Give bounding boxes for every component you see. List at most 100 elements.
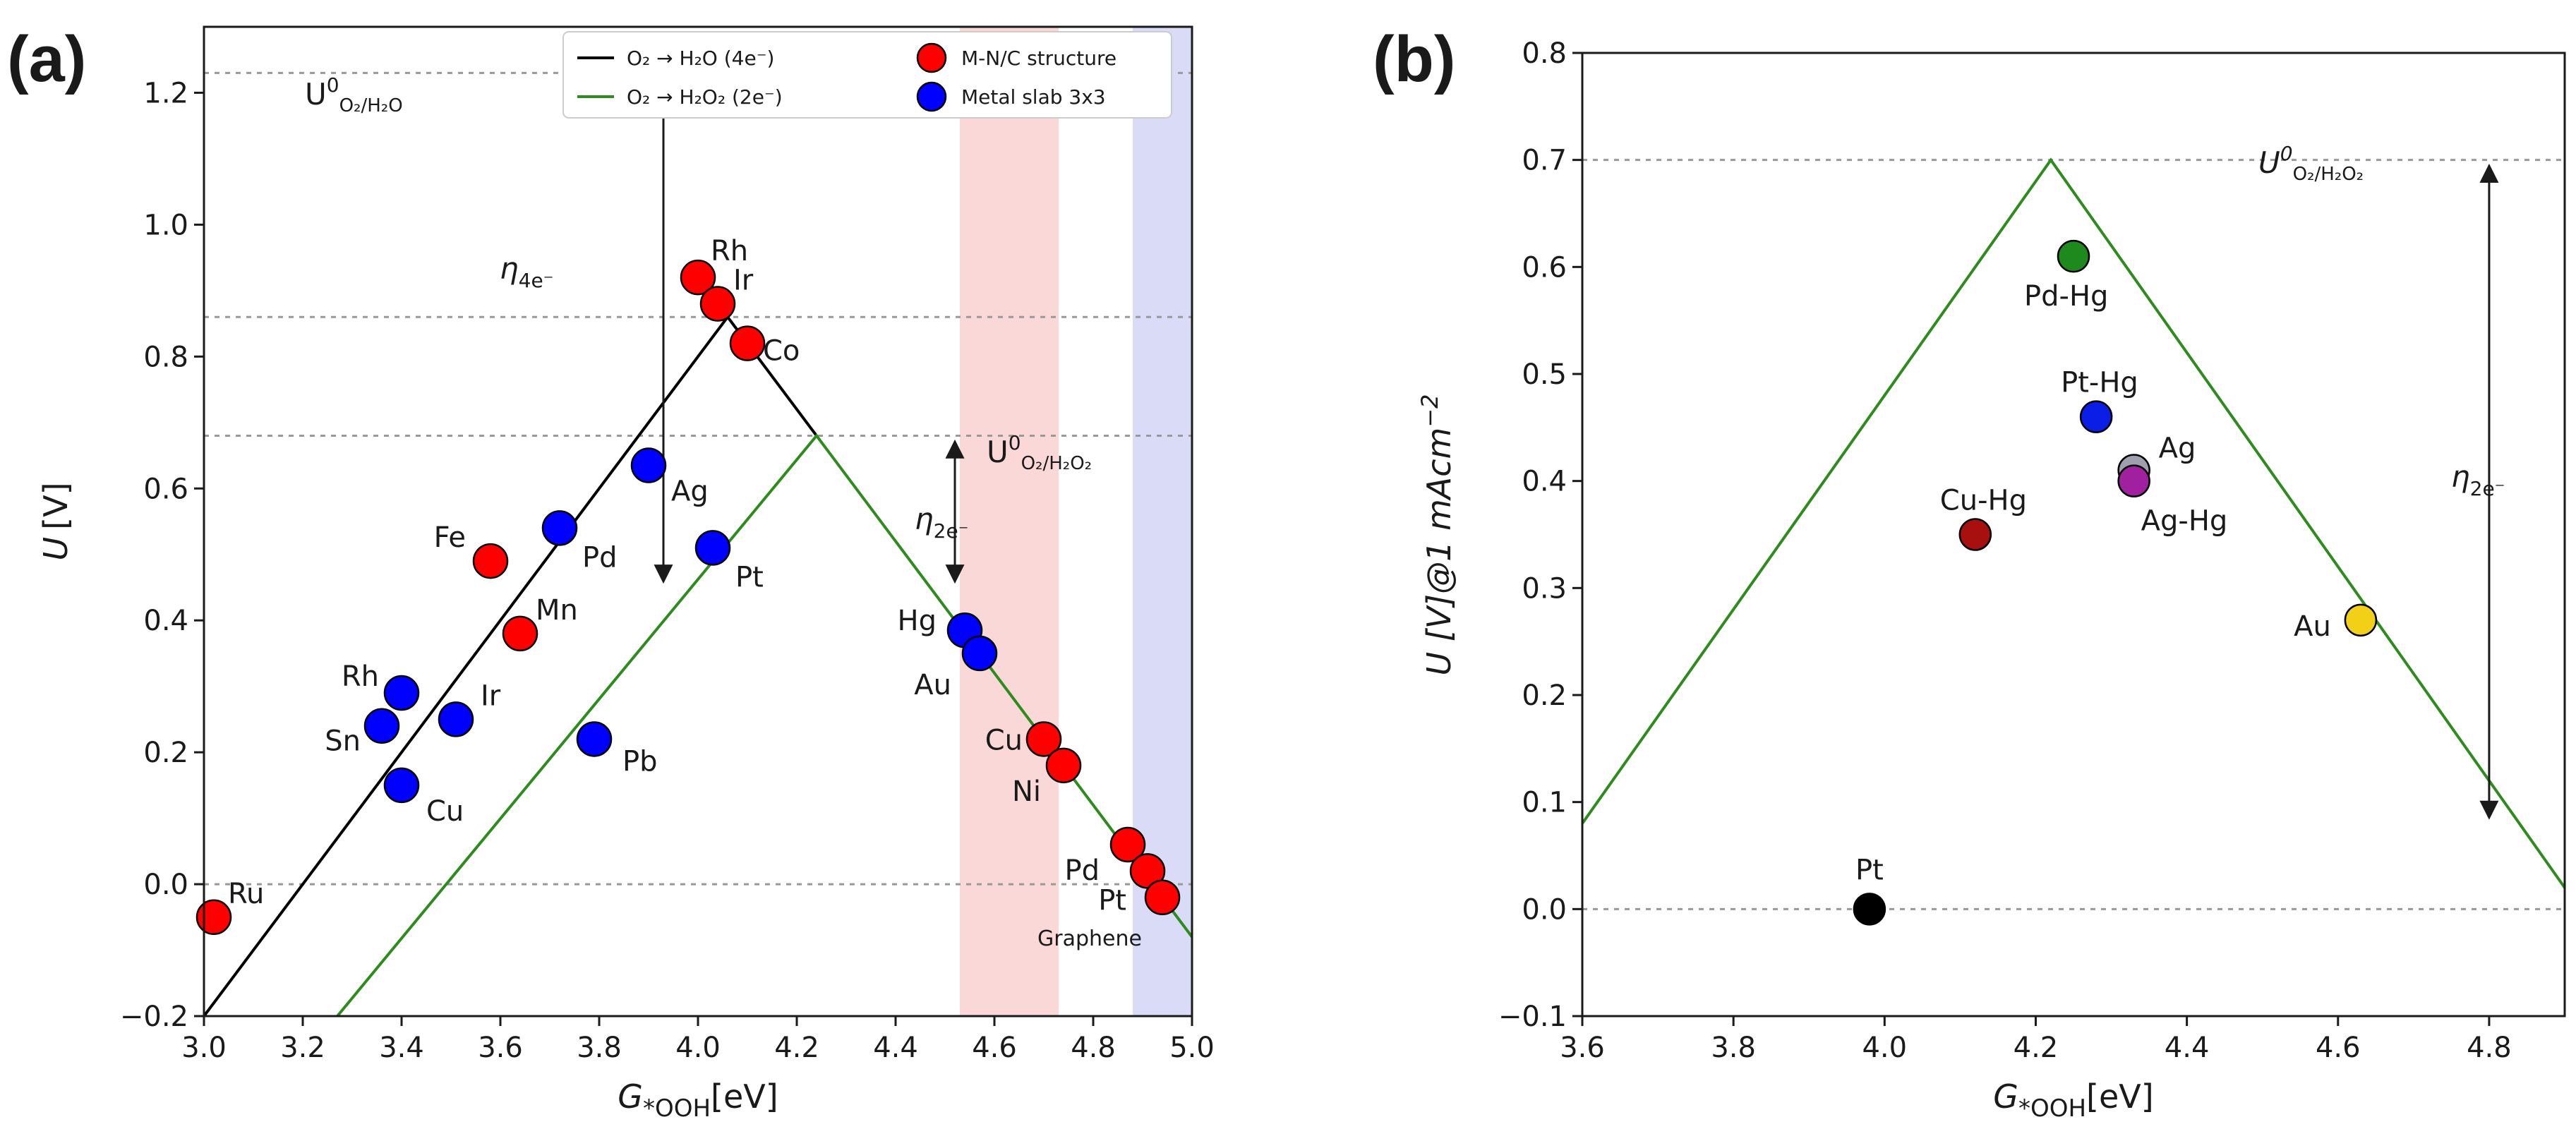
- panel-a-legend: O₂ → H₂O (4e⁻) O₂ → H₂O₂ (2e⁻) M-N/C str…: [562, 31, 1172, 119]
- panel-b-x-axis-label: G*OOH[eV]: [1993, 1077, 2153, 1123]
- data-point-label: Pb: [622, 745, 658, 778]
- x-tick-label: 3.4: [379, 1032, 424, 1064]
- y-tick-label: 0.3: [1522, 572, 1567, 605]
- graphene-label: Graphene: [1037, 926, 1142, 951]
- x-tick-label: 4.0: [1862, 1032, 1907, 1064]
- x-tick-label: 4.2: [2014, 1032, 2059, 1064]
- data-point: [363, 708, 400, 744]
- y-tick-label: 0.8: [143, 341, 188, 373]
- x-tick-label: 3.2: [280, 1032, 325, 1064]
- data-point-label: Fe: [434, 521, 466, 554]
- panel-b-plot-frame: [1581, 52, 2566, 1018]
- volcano-line-first: [203, 314, 818, 1018]
- data-point: [438, 701, 474, 737]
- data-point-label: Au: [914, 669, 951, 701]
- panel-b-reference-lines: [1582, 159, 2565, 910]
- shaded-region: [960, 27, 1059, 1016]
- data-point-label: Co: [763, 335, 800, 368]
- data-point: [541, 510, 578, 546]
- legend-marker-mnc: [916, 42, 947, 73]
- y-tick-label: 0.6: [1522, 251, 1567, 284]
- panel-b-ticks: 3.6 3.8 4.0 4.2 4.4 4.6 4.8 −0.1 0.0 0.1 0.2 0.3 0.4…: [1498, 37, 2512, 1064]
- data-point-label: Au: [2294, 610, 2331, 643]
- data-point: [694, 530, 731, 566]
- legend-box: [562, 31, 1172, 119]
- x-tick-label: 3.6: [478, 1032, 523, 1064]
- x-tick-label: 4.2: [774, 1032, 819, 1064]
- data-point-label: Cu: [426, 795, 464, 828]
- y-tick-label: 0.0: [143, 869, 188, 901]
- data-point: [1853, 893, 1886, 926]
- data-point: [383, 675, 420, 711]
- data-point-label: Ag-Hg: [2141, 505, 2228, 538]
- data-point-label: Pt: [735, 561, 764, 593]
- data-point-label: Ag: [2159, 433, 2196, 465]
- y-tick-label: 0.5: [1522, 358, 1567, 391]
- data-point: [1144, 879, 1181, 916]
- eta-2e-label-b: η2e⁻: [2451, 459, 2505, 500]
- volcano-line-first: [1581, 157, 2566, 889]
- legend-marker-slab: [916, 81, 947, 112]
- x-tick-label: 4.4: [873, 1032, 918, 1064]
- panel-a-y-axis-label: U[V]: [37, 482, 75, 560]
- panel-a-shaded-regions: [960, 27, 1192, 1016]
- legend-text-mnc: M-N/C structure: [961, 47, 1117, 70]
- y-tick-label: 0.1: [1522, 787, 1567, 819]
- panel-b: (b) Pd-Hg Pt-Hg Ag Ag-Hg Cu-Hg Au Pt 3.6 3.8 4.0…: [1373, 23, 2566, 1123]
- x-tick-label: 3.0: [181, 1032, 227, 1064]
- data-point-label: Cu: [985, 724, 1023, 756]
- panel-a-label: (a): [7, 23, 86, 95]
- y-tick-label: 0.4: [1522, 466, 1567, 498]
- data-point-label: Pd-Hg: [2024, 280, 2108, 313]
- data-point: [1958, 518, 1992, 551]
- y-tick-label: −0.2: [120, 1001, 188, 1033]
- data-point-label: Ni: [1012, 775, 1041, 808]
- data-point: [195, 899, 232, 936]
- y-tick-label: 1.2: [143, 77, 188, 109]
- u0-4e-label: U0O₂/H₂O: [305, 73, 403, 116]
- data-point: [576, 721, 613, 757]
- data-point: [680, 259, 716, 296]
- legend-text-slab: Metal slab 3x3: [961, 85, 1106, 109]
- data-point-label: Ru: [228, 878, 264, 910]
- x-tick-label: 4.6: [972, 1032, 1017, 1064]
- data-point: [630, 447, 667, 483]
- panel-a: (a) RuFeMnRhIrCoCuNiPdPtRhSnIrCuPdAgPtPb…: [7, 23, 1215, 1123]
- legend-text-2e: O₂ → H₂O₂ (2e⁻): [627, 85, 783, 109]
- y-tick-label: 0.7: [1522, 145, 1567, 177]
- y-tick-label: 0.4: [143, 605, 188, 637]
- data-point-label: Cu-Hg: [1940, 485, 2027, 517]
- data-point: [1045, 747, 1082, 784]
- panel-a-x-axis-label: G*OOH[eV]: [618, 1077, 778, 1123]
- y-tick-label: 1.0: [143, 209, 188, 241]
- eta-2e-label: η2e⁻: [915, 502, 968, 543]
- x-tick-label: 5.0: [1169, 1032, 1215, 1064]
- y-tick-label: 0.8: [1522, 37, 1567, 70]
- data-point: [2079, 400, 2113, 433]
- data-point: [2057, 239, 2090, 273]
- data-point: [502, 615, 538, 652]
- data-point-label: Pt: [1098, 884, 1126, 917]
- data-point-label: Ir: [481, 680, 501, 712]
- data-point-label: Pt: [1855, 854, 1884, 886]
- u0-2e-label-b: U0O₂/H₂O₂: [2258, 142, 2364, 185]
- data-point-label: Mn: [536, 594, 578, 627]
- panel-a-overpotential-arrows: [654, 76, 965, 584]
- panel-b-volcano-lines: [1581, 157, 2566, 889]
- x-tick-label: 4.8: [2467, 1032, 2512, 1064]
- legend-text-4e: O₂ → H₂O (4e⁻): [627, 47, 774, 70]
- data-point-label: Hg: [898, 605, 937, 637]
- data-point-label: Sn: [325, 725, 361, 758]
- data-point: [2117, 464, 2150, 497]
- x-tick-label: 4.0: [675, 1032, 721, 1064]
- data-point: [961, 635, 998, 672]
- y-tick-label: 0.2: [1522, 680, 1567, 712]
- y-tick-label: 0.2: [143, 737, 188, 769]
- data-point-label: Pd: [1064, 855, 1100, 887]
- x-tick-label: 4.4: [2165, 1032, 2210, 1064]
- y-tick-label: 0.6: [143, 473, 188, 505]
- data-point: [2344, 603, 2378, 637]
- u0-2e-label: U0O₂/H₂O₂: [987, 431, 1092, 474]
